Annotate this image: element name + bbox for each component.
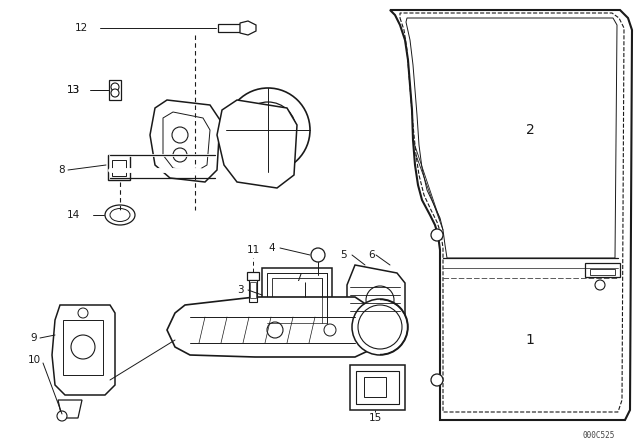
Text: 13: 13 xyxy=(67,85,80,95)
Circle shape xyxy=(111,83,119,91)
Circle shape xyxy=(358,305,402,349)
Bar xyxy=(585,263,620,277)
Text: 5: 5 xyxy=(340,250,347,260)
Polygon shape xyxy=(150,100,220,182)
Circle shape xyxy=(431,374,443,386)
Text: 15: 15 xyxy=(369,413,381,423)
Polygon shape xyxy=(58,400,82,418)
Bar xyxy=(112,160,126,176)
Bar xyxy=(356,371,399,404)
Polygon shape xyxy=(217,100,297,188)
Bar xyxy=(108,155,130,180)
Polygon shape xyxy=(109,80,121,100)
Text: 12: 12 xyxy=(75,23,88,33)
Circle shape xyxy=(111,89,119,97)
Circle shape xyxy=(226,88,310,172)
Text: 6: 6 xyxy=(368,250,374,260)
Circle shape xyxy=(311,248,325,262)
Circle shape xyxy=(431,229,443,241)
Circle shape xyxy=(57,411,67,421)
Text: 10: 10 xyxy=(28,355,41,365)
Circle shape xyxy=(78,308,88,318)
Circle shape xyxy=(324,324,336,336)
Polygon shape xyxy=(240,21,256,35)
Bar xyxy=(262,268,332,328)
Text: 9: 9 xyxy=(30,333,36,343)
Circle shape xyxy=(595,280,605,290)
Circle shape xyxy=(172,127,188,143)
Text: 14: 14 xyxy=(67,210,80,220)
Text: 7: 7 xyxy=(295,273,301,283)
Ellipse shape xyxy=(110,208,130,221)
Circle shape xyxy=(352,299,408,355)
Bar xyxy=(364,377,386,397)
Text: 4: 4 xyxy=(268,243,275,253)
Circle shape xyxy=(173,148,187,162)
Bar xyxy=(63,320,103,375)
Bar xyxy=(267,273,327,323)
Circle shape xyxy=(240,102,296,158)
Polygon shape xyxy=(52,305,115,395)
Polygon shape xyxy=(347,265,405,333)
Circle shape xyxy=(267,322,283,338)
Text: 13: 13 xyxy=(67,85,80,95)
Text: 8: 8 xyxy=(58,165,65,175)
Polygon shape xyxy=(167,297,370,357)
Bar xyxy=(250,282,256,298)
Text: 1: 1 xyxy=(525,333,534,347)
Circle shape xyxy=(366,286,394,314)
Bar xyxy=(272,278,322,318)
Bar xyxy=(218,24,240,32)
Bar xyxy=(247,272,259,280)
Bar xyxy=(590,269,615,275)
Bar xyxy=(350,365,405,410)
Text: 2: 2 xyxy=(525,123,534,137)
Circle shape xyxy=(258,120,278,140)
Text: 11: 11 xyxy=(246,245,260,255)
Text: 3: 3 xyxy=(237,285,244,295)
Ellipse shape xyxy=(105,205,135,225)
Bar xyxy=(249,280,257,302)
Circle shape xyxy=(71,335,95,359)
Text: 000C525: 000C525 xyxy=(582,431,615,440)
